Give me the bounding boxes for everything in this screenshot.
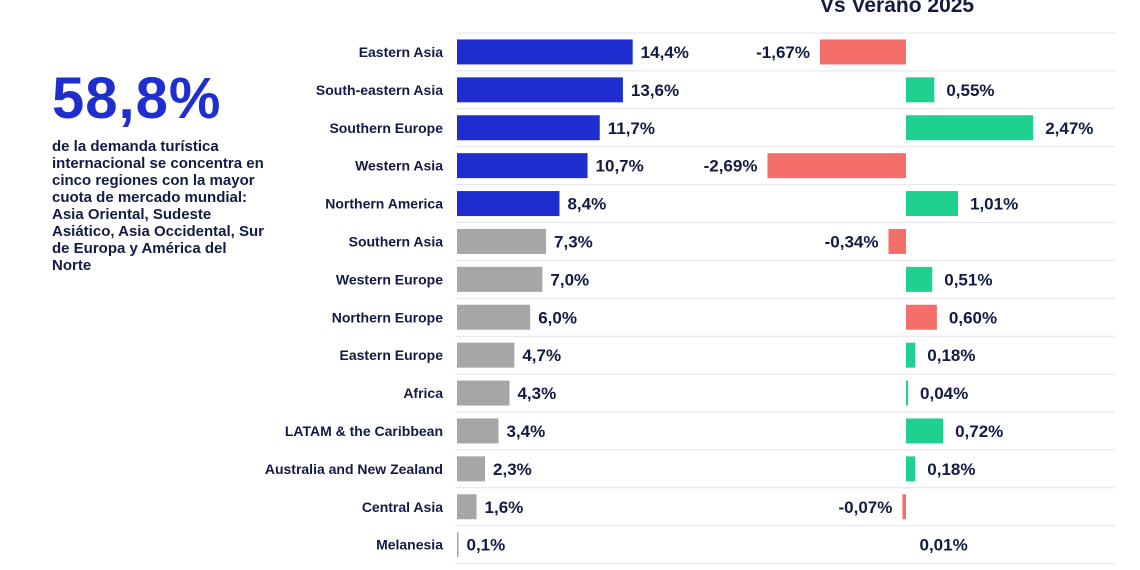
- share-value-label: 1,6%: [485, 498, 524, 517]
- share-value-label: 6,0%: [538, 308, 577, 327]
- share-value-label: 8,4%: [567, 195, 606, 214]
- share-value-label: 13,6%: [631, 81, 679, 100]
- change-bar: [906, 456, 916, 482]
- category-label: Eastern Europe: [340, 347, 444, 363]
- change-bar: [888, 228, 906, 254]
- change-bar: [906, 77, 935, 103]
- share-bar: [457, 494, 477, 520]
- share-bar: [457, 342, 515, 368]
- change-value-label: 2,47%: [1045, 119, 1093, 138]
- category-label: Melanesia: [376, 537, 443, 553]
- share-bar: [457, 380, 510, 406]
- share-bar: [457, 304, 531, 330]
- share-bar: [457, 456, 486, 482]
- change-bar: [906, 191, 959, 217]
- share-value-label: 4,3%: [517, 384, 556, 403]
- change-value-label: -1,67%: [756, 43, 810, 62]
- category-label: Australia and New Zealand: [265, 461, 443, 477]
- share-bar: [457, 77, 623, 103]
- change-value-label: 0,18%: [927, 346, 975, 365]
- change-value-label: 0,18%: [927, 460, 975, 479]
- share-value-label: 10,7%: [596, 157, 644, 176]
- change-bar: [819, 39, 906, 65]
- category-label: Southern Europe: [329, 120, 443, 136]
- share-bar: [457, 39, 633, 65]
- change-bar: [902, 494, 906, 520]
- change-bar: [906, 418, 944, 444]
- share-value-label: 7,3%: [554, 232, 593, 251]
- share-bar: [457, 153, 588, 179]
- category-label: Northern America: [325, 196, 443, 212]
- change-value-label: 0,60%: [949, 308, 997, 327]
- change-value-label: 0,01%: [920, 536, 968, 555]
- change-bar: [906, 115, 1034, 141]
- share-value-label: 0,1%: [467, 536, 506, 555]
- callout-text: de la demanda turística internacional se…: [52, 138, 265, 274]
- change-value-label: 1,01%: [970, 195, 1018, 214]
- share-bar: [457, 228, 547, 254]
- share-value-label: 4,7%: [522, 346, 561, 365]
- change-bar: [906, 266, 933, 292]
- category-label: LATAM & the Caribbean: [285, 423, 443, 439]
- category-label: Africa: [403, 385, 443, 401]
- change-value-label: -2,69%: [704, 157, 758, 176]
- share-value-label: 2,3%: [493, 460, 532, 479]
- change-value-label: 0,04%: [920, 384, 968, 403]
- callout-value: 58,8%: [52, 66, 222, 131]
- category-label: Eastern Asia: [359, 44, 444, 60]
- share-value-label: 3,4%: [506, 422, 545, 441]
- category-label: Western Asia: [355, 158, 443, 174]
- category-label: Central Asia: [362, 499, 443, 515]
- share-bar: [457, 266, 543, 292]
- share-bar: [457, 418, 499, 444]
- change-bar: [906, 380, 909, 406]
- change-bar: [906, 304, 937, 330]
- change-bar: [906, 342, 916, 368]
- change-value-label: -0,34%: [825, 232, 879, 251]
- share-value-label: 7,0%: [550, 270, 589, 289]
- share-bar: [457, 532, 459, 558]
- share-bar: [457, 191, 560, 217]
- share-bar: [457, 115, 600, 141]
- change-value-label: -0,07%: [839, 498, 893, 517]
- category-label: Southern Asia: [349, 233, 444, 249]
- share-value-label: 14,4%: [641, 43, 689, 62]
- category-label: Western Europe: [336, 271, 443, 287]
- change-bar: [767, 153, 906, 179]
- change-header: Vs Verano 2025: [820, 0, 975, 17]
- change-value-label: 0,51%: [944, 270, 992, 289]
- change-value-label: 0,72%: [955, 422, 1003, 441]
- change-value-label: 0,55%: [946, 81, 994, 100]
- category-label: Northern Europe: [332, 309, 443, 325]
- category-label: South-eastern Asia: [316, 82, 443, 98]
- callout: 58,8% de la demanda turística internacio…: [52, 66, 267, 275]
- share-value-label: 11,7%: [608, 119, 655, 138]
